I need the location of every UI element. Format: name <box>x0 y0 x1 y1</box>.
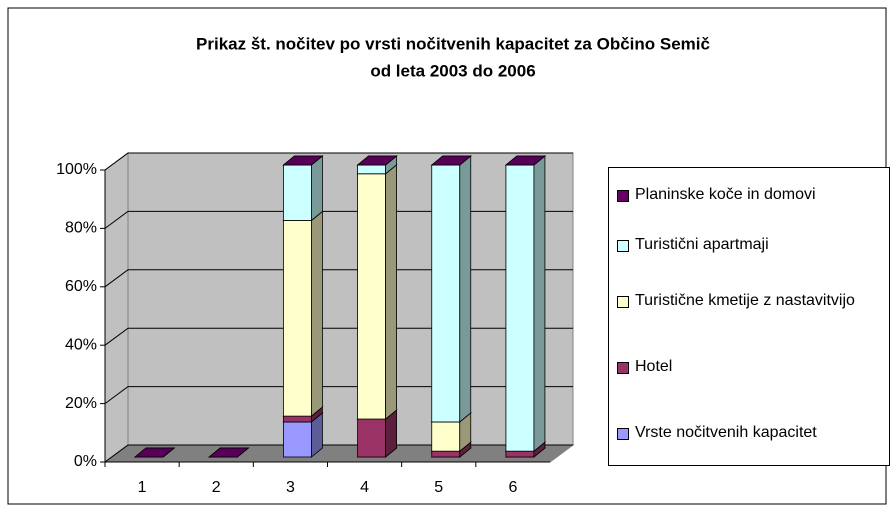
legend-label: Vrste nočitvenih kapacitet <box>635 424 817 441</box>
bar-top <box>282 155 324 166</box>
floor <box>103 444 575 463</box>
bar-side <box>311 210 323 417</box>
legend-swatch <box>617 428 629 440</box>
x-tick-label: 1 <box>138 479 147 496</box>
legend-label: Hotel <box>635 358 673 375</box>
bar <box>283 415 312 423</box>
legend-swatch <box>617 190 629 202</box>
legend-item: Hotel <box>617 354 887 380</box>
legend: Planinske koče in domovi Turistični apart… <box>608 167 890 466</box>
y-tick-label: 60% <box>65 278 97 295</box>
bar-top <box>504 155 547 166</box>
chart-title: Prikaz št. nočitev po vrsti nočitvenih k… <box>196 34 710 53</box>
bar <box>431 421 461 452</box>
grid-line <box>104 444 573 463</box>
grid-line <box>104 210 573 229</box>
y-tick-label: 100% <box>56 161 97 178</box>
chart-subtitle: od leta 2003 do 2006 <box>370 61 535 80</box>
legend-label: Turistični apartmaji <box>635 236 769 253</box>
y-tick-label: 20% <box>65 395 97 412</box>
grid-line <box>104 386 573 405</box>
x-tick-label: 6 <box>508 479 517 496</box>
bar-top <box>133 447 176 458</box>
bar <box>505 164 535 452</box>
legend-swatch <box>617 240 629 252</box>
legend-label: Turistične kmetije z nastavitvijo <box>635 292 855 309</box>
legend-label: Planinske koče in domovi <box>635 186 816 203</box>
legend-swatch <box>617 362 629 374</box>
bar-side <box>533 155 546 453</box>
legend-item: Turistični apartmaji <box>617 232 887 258</box>
x-tick-label: 3 <box>286 479 295 496</box>
legend-item: Turistične kmetije z nastavitvijo <box>617 288 887 314</box>
bar <box>283 220 312 417</box>
bar <box>505 450 535 458</box>
y-tick-label: 40% <box>65 336 97 353</box>
legend-item: Planinske koče in domovi <box>617 182 887 208</box>
bar <box>357 164 386 175</box>
y-tick-label: 80% <box>65 220 97 237</box>
x-tick-label: 2 <box>212 479 221 496</box>
bar-side <box>385 163 397 420</box>
grid-line <box>104 269 573 288</box>
bar <box>431 450 461 458</box>
bar <box>431 164 461 423</box>
bar <box>357 418 386 458</box>
bar <box>357 173 386 420</box>
bar-top <box>356 155 398 166</box>
side-wall <box>104 152 129 463</box>
legend-item: Vrste nočitvenih kapacitet <box>617 420 887 446</box>
bar-top <box>430 155 472 166</box>
bar-top <box>208 447 250 458</box>
grid-line <box>104 152 573 171</box>
bar-side <box>459 155 472 423</box>
bar <box>283 164 312 221</box>
x-tick-label: 4 <box>360 479 369 496</box>
legend-swatch <box>617 296 629 308</box>
bar-side <box>311 155 323 222</box>
y-tick-label: 0% <box>74 453 97 470</box>
grid-line <box>104 327 573 346</box>
bar <box>283 421 312 458</box>
x-tick-label: 5 <box>434 479 443 496</box>
